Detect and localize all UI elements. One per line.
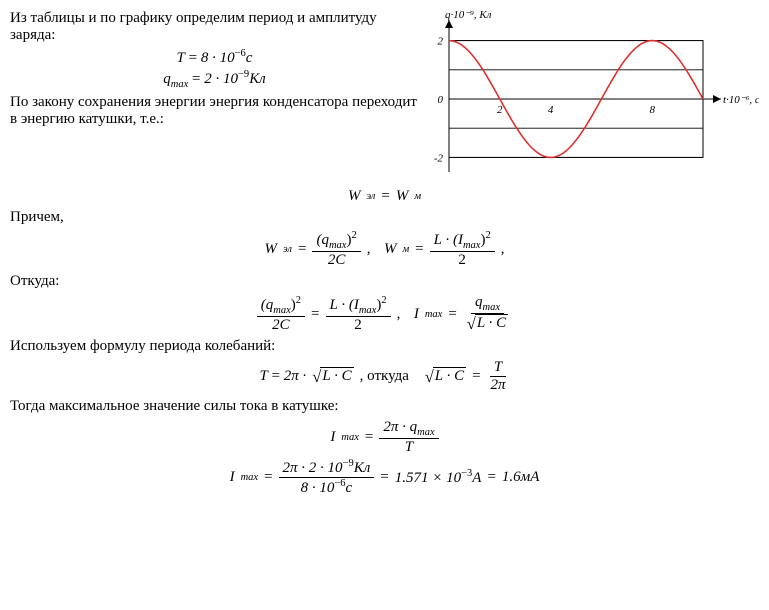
prichem-text: Причем, xyxy=(10,209,759,226)
w-definitions: Wэл = (qmax)2 2C , Wм = L · (Imax)2 2 , xyxy=(10,230,759,269)
svg-text:q·10⁻⁹, Кл: q·10⁻⁹, Кл xyxy=(445,9,492,21)
period-formula-full: T = 2π · L · C , откуда L · C = T 2π xyxy=(10,359,759,394)
oscillation-chart: -2 0 2 2 4 8 q·10⁻⁹, Кл t·10⁻⁶, с xyxy=(419,6,759,186)
svg-text:4: 4 xyxy=(548,104,554,116)
svg-text:-2: -2 xyxy=(434,152,444,164)
otkuda-label: Откуда: xyxy=(10,273,759,290)
svg-text:8: 8 xyxy=(649,104,655,116)
w-equality: Wэл = Wм xyxy=(10,188,759,205)
svg-text:0: 0 xyxy=(438,94,444,106)
derived-equality: (qmax)2 2C = L · (Imax)2 2 , Imax = qmax… xyxy=(10,294,759,334)
qmax-formula: qmax = 2 · 10−9Кл xyxy=(10,69,419,90)
svg-text:t·10⁻⁶, с: t·10⁻⁶, с xyxy=(723,94,759,106)
svg-text:2: 2 xyxy=(497,104,503,116)
svg-text:2: 2 xyxy=(438,36,444,48)
use-period-text: Используем формулу периода колебаний: xyxy=(10,338,759,355)
period-formula: T = 8 · 10−6с xyxy=(10,48,419,67)
imax-final: Imax = 2π · 2 · 10−9Кл 8 · 10−6с = 1.571… xyxy=(10,458,759,497)
imax-formula-1: Imax = 2π · qmax T xyxy=(10,419,759,456)
then-max-text: Тогда максимальное значение силы тока в … xyxy=(10,398,759,415)
intro-text: Из таблицы и по графику определим период… xyxy=(10,10,419,44)
conservation-text: По закону сохранения энергии энергия кон… xyxy=(10,94,419,128)
